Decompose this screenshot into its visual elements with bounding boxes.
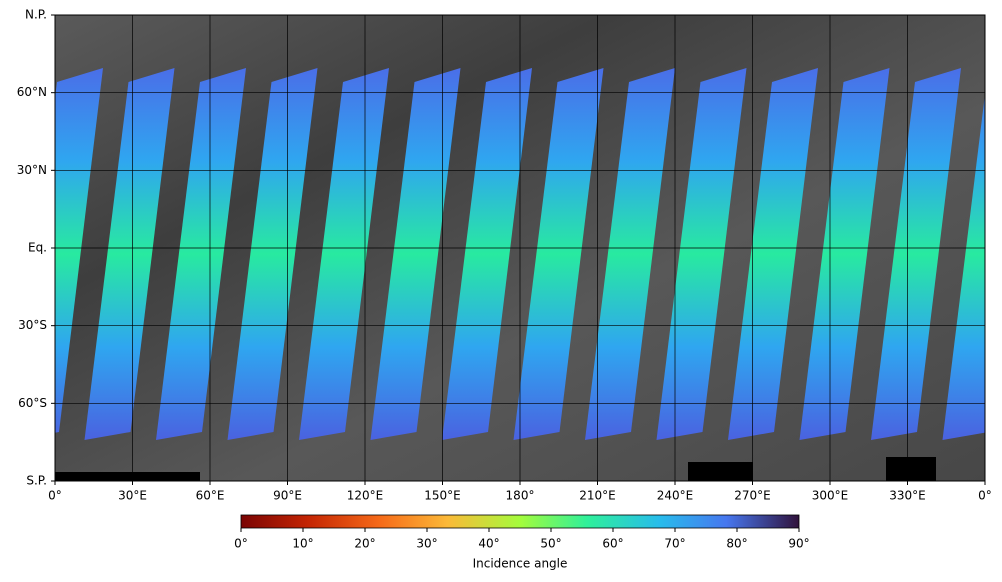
- swaths: [0, 68, 985, 440]
- swath: [227, 68, 318, 440]
- no-data: [55, 472, 200, 481]
- x-tick-label: 240°E: [657, 489, 694, 503]
- colorbar-tick-label: 70°: [664, 537, 685, 551]
- colorbar-tick-label: 10°: [292, 537, 313, 551]
- x-tick-label: 210°E: [579, 489, 616, 503]
- swath: [728, 68, 818, 440]
- swath: [55, 68, 103, 433]
- x-tick-label: 270°E: [734, 489, 771, 503]
- swath: [370, 68, 461, 440]
- y-tick-label: N.P.: [25, 8, 47, 22]
- x-tick-label: 300°E: [812, 489, 849, 503]
- swath: [84, 68, 175, 440]
- x-tick-label: 60°E: [196, 489, 225, 503]
- swath: [442, 68, 532, 440]
- swath: [656, 68, 747, 440]
- x-tick-label: 0°: [48, 489, 62, 503]
- swath: [299, 68, 389, 440]
- swath: [0, 68, 32, 440]
- x-tick-label: 90°E: [273, 489, 302, 503]
- y-tick-label: 60°S: [18, 396, 47, 410]
- swath: [156, 68, 246, 440]
- colorbar-tick-label: 50°: [540, 537, 561, 551]
- swath: [871, 68, 961, 440]
- y-tick-label: 60°N: [17, 85, 47, 99]
- y-tick-label: 30°S: [18, 318, 47, 332]
- x-tick-label: 330°E: [889, 489, 926, 503]
- colorbar-label: Incidence angle: [473, 557, 568, 571]
- colorbar: [240, 514, 800, 529]
- no-data: [688, 462, 753, 481]
- map-area: [0, 15, 985, 481]
- swath: [513, 68, 604, 440]
- colorbar-tick-label: 60°: [602, 537, 623, 551]
- no-data: [886, 457, 936, 481]
- y-tick-label: Eq.: [28, 241, 47, 255]
- colorbar-tick-label: 90°: [788, 537, 809, 551]
- colorbar-tick-label: 30°: [416, 537, 437, 551]
- x-tick-label: 150°E: [424, 489, 461, 503]
- x-tick-label: 30°E: [118, 489, 147, 503]
- colorbar-tick-label: 80°: [726, 537, 747, 551]
- swath: [799, 68, 890, 440]
- x-tick-label: 180°: [506, 489, 535, 503]
- colorbar-tick-label: 20°: [354, 537, 375, 551]
- y-tick-label: S.P.: [26, 474, 47, 488]
- swath: [585, 68, 675, 440]
- swath: [942, 94, 985, 440]
- colorbar-tick-label: 40°: [478, 537, 499, 551]
- y-tick-label: 30°N: [17, 163, 47, 177]
- colorbar-tick-label: 0°: [234, 537, 248, 551]
- x-tick-label: 120°E: [347, 489, 384, 503]
- x-tick-label: 0°: [978, 489, 992, 503]
